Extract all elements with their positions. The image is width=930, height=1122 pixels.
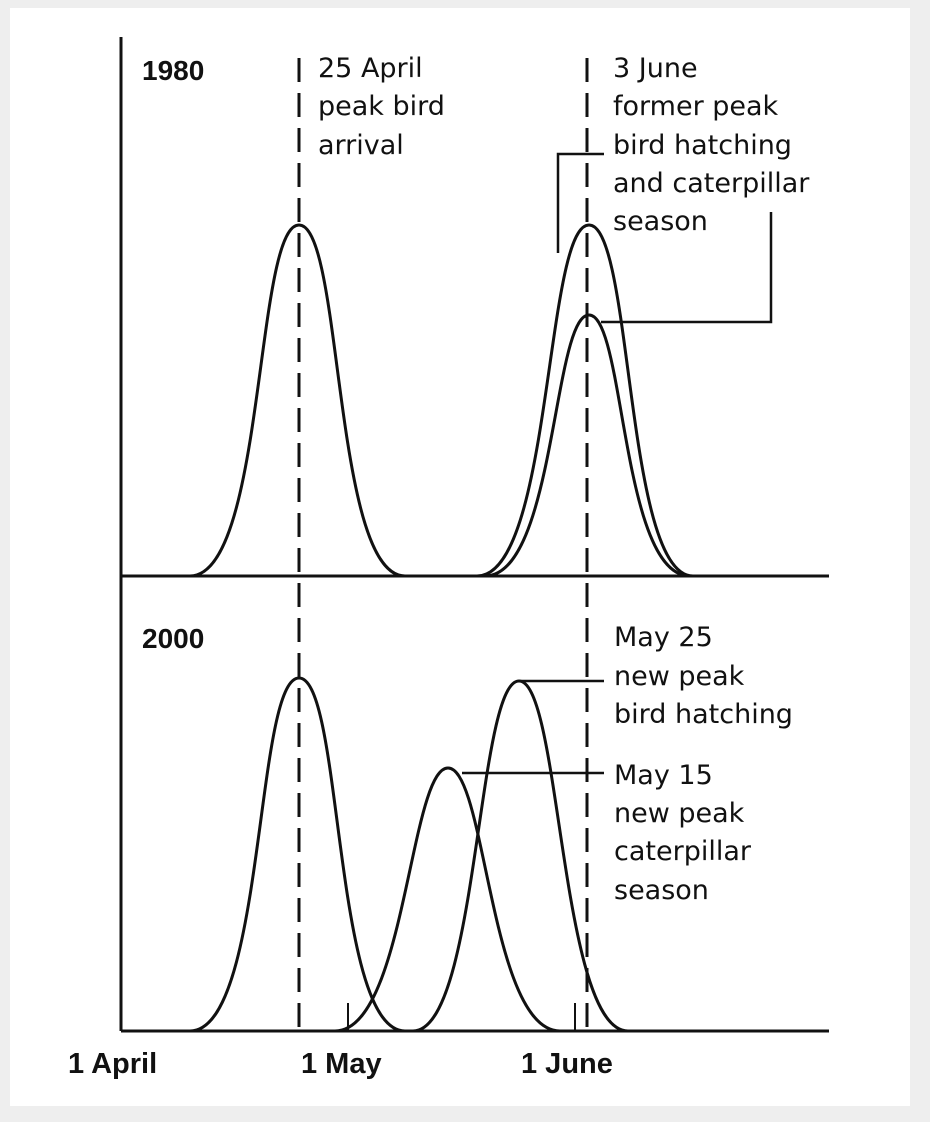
annotation-line: 3 June [613,53,698,84]
annotation-line: arrival [318,130,404,161]
annotation-new-caterpillar: May 15 new peak caterpillar season [614,760,752,906]
annotation-former-peak: 3 June former peak bird hatching and cat… [613,53,810,237]
curve-1980-bird-hatching [476,223,694,578]
x-tick-label-may: 1 May [301,1048,382,1080]
annotation-new-hatching: May 25 new peak bird hatching [614,622,793,730]
annotation-line: season [614,875,709,906]
curve-2000-bird-arrival [189,676,406,1033]
annotation-line: former peak [613,91,779,122]
x-tick-label-april: 1 April [68,1048,157,1080]
year-label-1980: 1980 [142,55,204,86]
connector-former-caterpillar [601,212,773,324]
annotation-line: 25 April [318,53,423,84]
curve-1980-bird-arrival [189,223,406,578]
annotation-line: bird hatching [613,130,792,161]
annotation-line: caterpillar [614,836,752,867]
curve-2000-bird-hatching [412,679,629,1033]
annotation-line: new peak [614,798,745,829]
annotation-line: May 25 [614,622,713,653]
annotation-line: season [613,206,708,237]
annotation-arrival: 25 April peak bird arrival [318,53,445,161]
curve-1980-caterpillar-season [484,313,691,578]
connector-former-hatching [556,152,604,253]
annotation-line: new peak [614,661,745,692]
curve-2000-caterpillar-season [334,766,561,1033]
annotation-line: bird hatching [614,699,793,730]
diagram-panel [10,8,910,1106]
annotation-line: and caterpillar [613,168,810,199]
annotation-line: peak bird [318,91,445,122]
x-tick-label-june: 1 June [521,1048,613,1080]
year-label-2000: 2000 [142,623,204,654]
annotation-line: May 15 [614,760,713,791]
